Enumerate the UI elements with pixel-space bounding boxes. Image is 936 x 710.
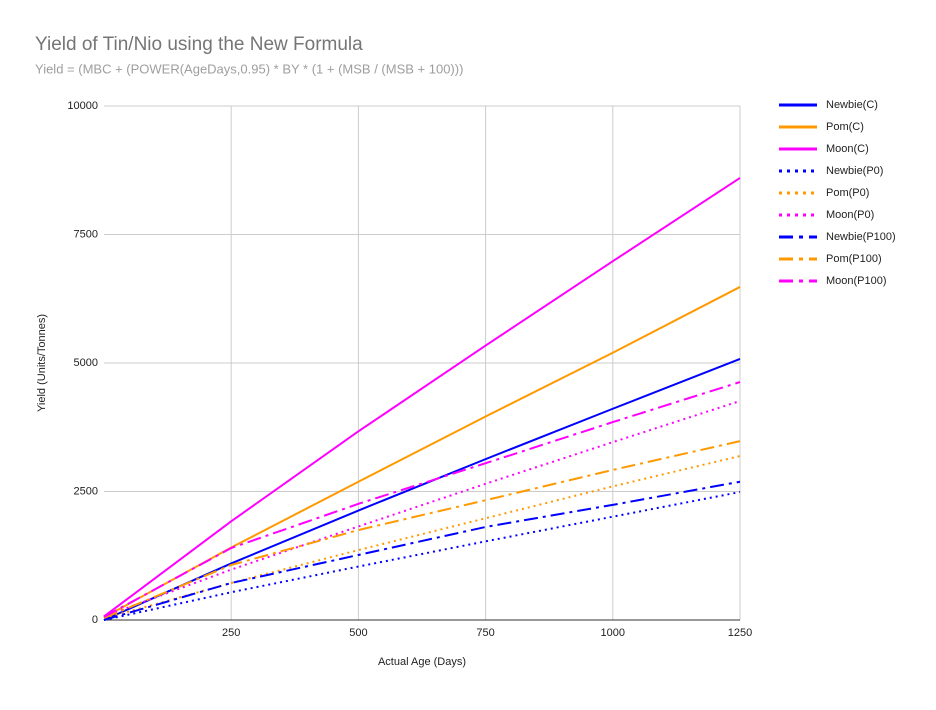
y-tick-label: 5000: [74, 357, 98, 369]
series-line: [103, 440, 741, 619]
legend-label: Moon(P100): [826, 275, 887, 287]
legend-label: Newbie(C): [826, 99, 878, 111]
x-tick-label: 1250: [728, 627, 752, 639]
x-axis-label: Actual Age (Days): [378, 656, 466, 668]
series-line: [103, 491, 741, 621]
series-line: [103, 400, 741, 618]
series-line: [103, 381, 741, 618]
chart-subtitle: Yield = (MBC + (POWER(AgeDays,0.95) * BY…: [35, 61, 463, 76]
x-tick-label: 1000: [601, 627, 625, 639]
series-line: [103, 177, 741, 618]
legend-label: Moon(C): [826, 143, 869, 155]
legend-label: Moon(P0): [826, 209, 874, 221]
x-tick-label: 750: [476, 627, 494, 639]
y-axis-label: Yield (Units/Tonnes): [36, 314, 48, 412]
series-line: [103, 480, 741, 621]
y-tick-label: 7500: [74, 228, 98, 240]
legend-label: Newbie(P0): [826, 165, 883, 177]
x-tick-label: 500: [349, 627, 367, 639]
legend-label: Pom(P0): [826, 187, 869, 199]
legend-label: Pom(P100): [826, 253, 882, 265]
legend-label: Pom(C): [826, 121, 864, 133]
series-line: [103, 286, 741, 619]
y-tick-label: 2500: [74, 485, 98, 497]
series-line: [103, 357, 741, 621]
y-tick-label: 0: [92, 614, 98, 626]
legend-label: Newbie(P100): [826, 231, 896, 243]
x-tick-label: 250: [222, 627, 240, 639]
y-tick-label: 10000: [67, 100, 98, 112]
chart-title: Yield of Tin/Nio using the New Formula: [35, 34, 363, 55]
series-line: [103, 455, 741, 620]
